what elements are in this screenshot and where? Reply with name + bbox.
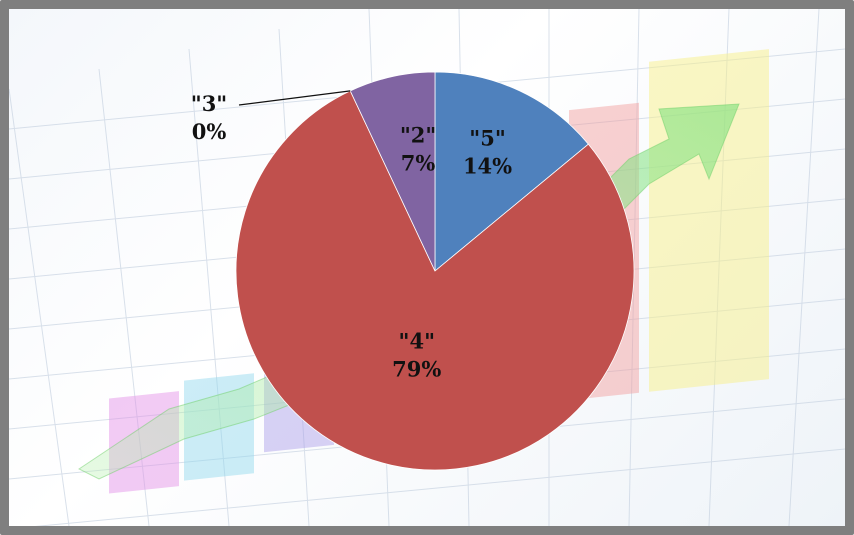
pie-slices (235, 71, 635, 471)
slice-3-label: "3" (191, 91, 228, 116)
pie-slice-2 (349, 71, 436, 272)
data-labels: "5" 14% "4" 79% "3" 0% "2" 7% (191, 91, 512, 382)
slice-4-label: "4" (399, 329, 436, 354)
slice-2-label: "2" (400, 123, 437, 148)
slice-2-percent: 7% (401, 151, 436, 176)
pie-slice-5 (434, 71, 589, 272)
pie-chart: "5" 14% "4" 79% "3" 0% "2" 7% (9, 9, 845, 526)
slice-5-label: "5" (469, 125, 506, 150)
slice-4-percent: 79% (392, 357, 441, 382)
pie-slice-4 (235, 90, 635, 471)
slice-3-leader-line (238, 90, 351, 106)
slice-3-percent: 0% (192, 119, 227, 144)
slice-5-percent: 14% (463, 153, 512, 178)
